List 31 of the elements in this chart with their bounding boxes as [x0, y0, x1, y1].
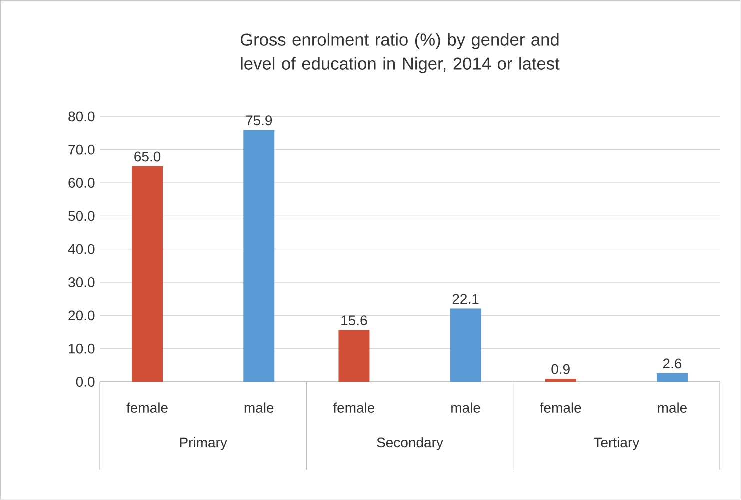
x-tick-label: Primary: [180, 437, 228, 450]
chart-title: Gross enrolment ratio (%) by gender and level of education in Niger, 2014 or latest: [240, 33, 560, 74]
x-tick-label: Secondary: [377, 437, 444, 450]
bar: [450, 308, 482, 382]
data-label: 75.9: [246, 116, 272, 126]
data-label: 15.6: [342, 316, 368, 326]
y-tick-label: 0.0: [76, 377, 95, 387]
bar: [545, 379, 576, 382]
y-tick-label: 70.0: [68, 144, 95, 155]
data-label: 2.6: [663, 358, 682, 369]
bar: [244, 130, 275, 382]
data-label: 0.9: [552, 364, 570, 374]
text: female: [540, 402, 582, 413]
y-tick-label: 10.0: [69, 344, 95, 354]
bar: [656, 373, 688, 382]
y-tick-label: 40.0: [68, 244, 95, 254]
data-label: 65.0: [134, 152, 161, 162]
y-tick-label: 20.0: [68, 310, 95, 321]
bar: [132, 166, 164, 382]
bar: [338, 330, 370, 382]
y-tick-label: 50.0: [68, 211, 95, 222]
text: male: [658, 402, 688, 413]
text: female: [333, 402, 375, 413]
text: male: [452, 402, 480, 413]
series-label: female: [126, 402, 168, 413]
data-label: 22.1: [452, 294, 479, 304]
y-tick-label: 60.0: [68, 178, 95, 188]
y-tick-label: 80.0: [68, 112, 95, 122]
y-tick-label: 30.0: [68, 278, 95, 288]
series-label: male: [244, 402, 274, 413]
x-tick-label: Tertiary: [594, 437, 640, 450]
